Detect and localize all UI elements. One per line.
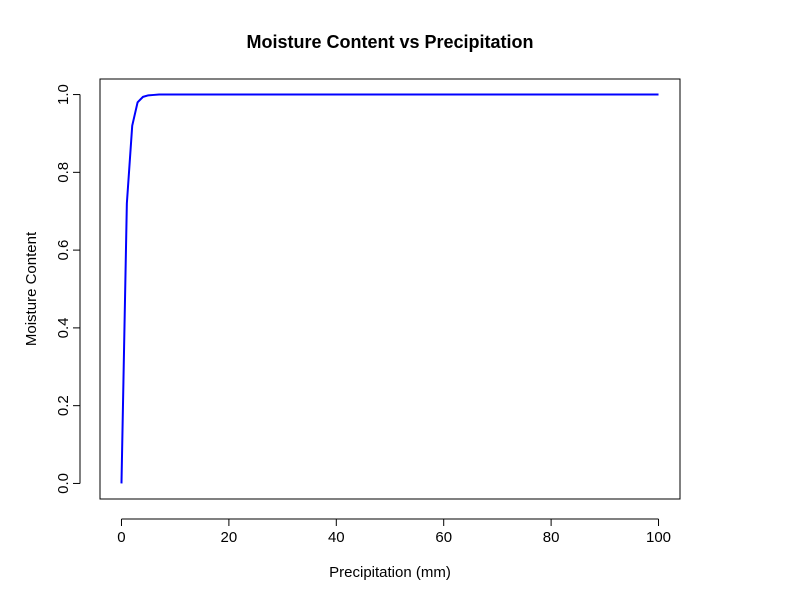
y-tick-label: 0.6 — [55, 240, 72, 261]
x-tick-label: 100 — [646, 529, 671, 546]
y-tick-label: 1.0 — [55, 84, 72, 105]
y-axis: 0.0 0.2 0.4 0.6 0.8 1.0 — [55, 84, 81, 494]
plot-area-frame — [99, 78, 681, 500]
chart-title: Moisture Content vs Precipitation — [246, 32, 533, 52]
y-axis-label: Moisture Content — [23, 231, 40, 346]
x-tick-label: 20 — [221, 529, 238, 546]
moisture-series-line — [120, 93, 659, 484]
x-tick-label: 0 — [117, 529, 125, 546]
series-layer — [120, 93, 659, 484]
y-tick-label: 0.0 — [55, 473, 72, 494]
y-tick-label: 0.4 — [55, 317, 72, 338]
x-tick-label: 80 — [543, 529, 560, 546]
y-tick-label: 0.2 — [55, 395, 72, 416]
x-axis: 0 20 40 60 80 100 — [117, 518, 671, 546]
y-tick-label: 0.8 — [55, 162, 72, 183]
x-axis-label: Precipitation (mm) — [329, 564, 451, 581]
x-tick-label: 60 — [435, 529, 452, 546]
x-tick-label: 40 — [328, 529, 345, 546]
